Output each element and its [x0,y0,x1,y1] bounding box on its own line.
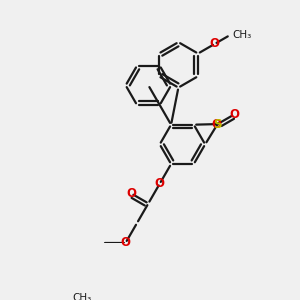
Text: O: O [229,108,239,121]
Text: CH₃: CH₃ [233,30,252,40]
Text: O: O [127,187,137,200]
Text: O: O [121,236,131,249]
Text: S: S [213,118,221,131]
Text: O: O [210,38,220,50]
Text: CH₃: CH₃ [72,293,92,300]
Text: O: O [155,177,165,190]
Text: O: O [212,118,221,130]
